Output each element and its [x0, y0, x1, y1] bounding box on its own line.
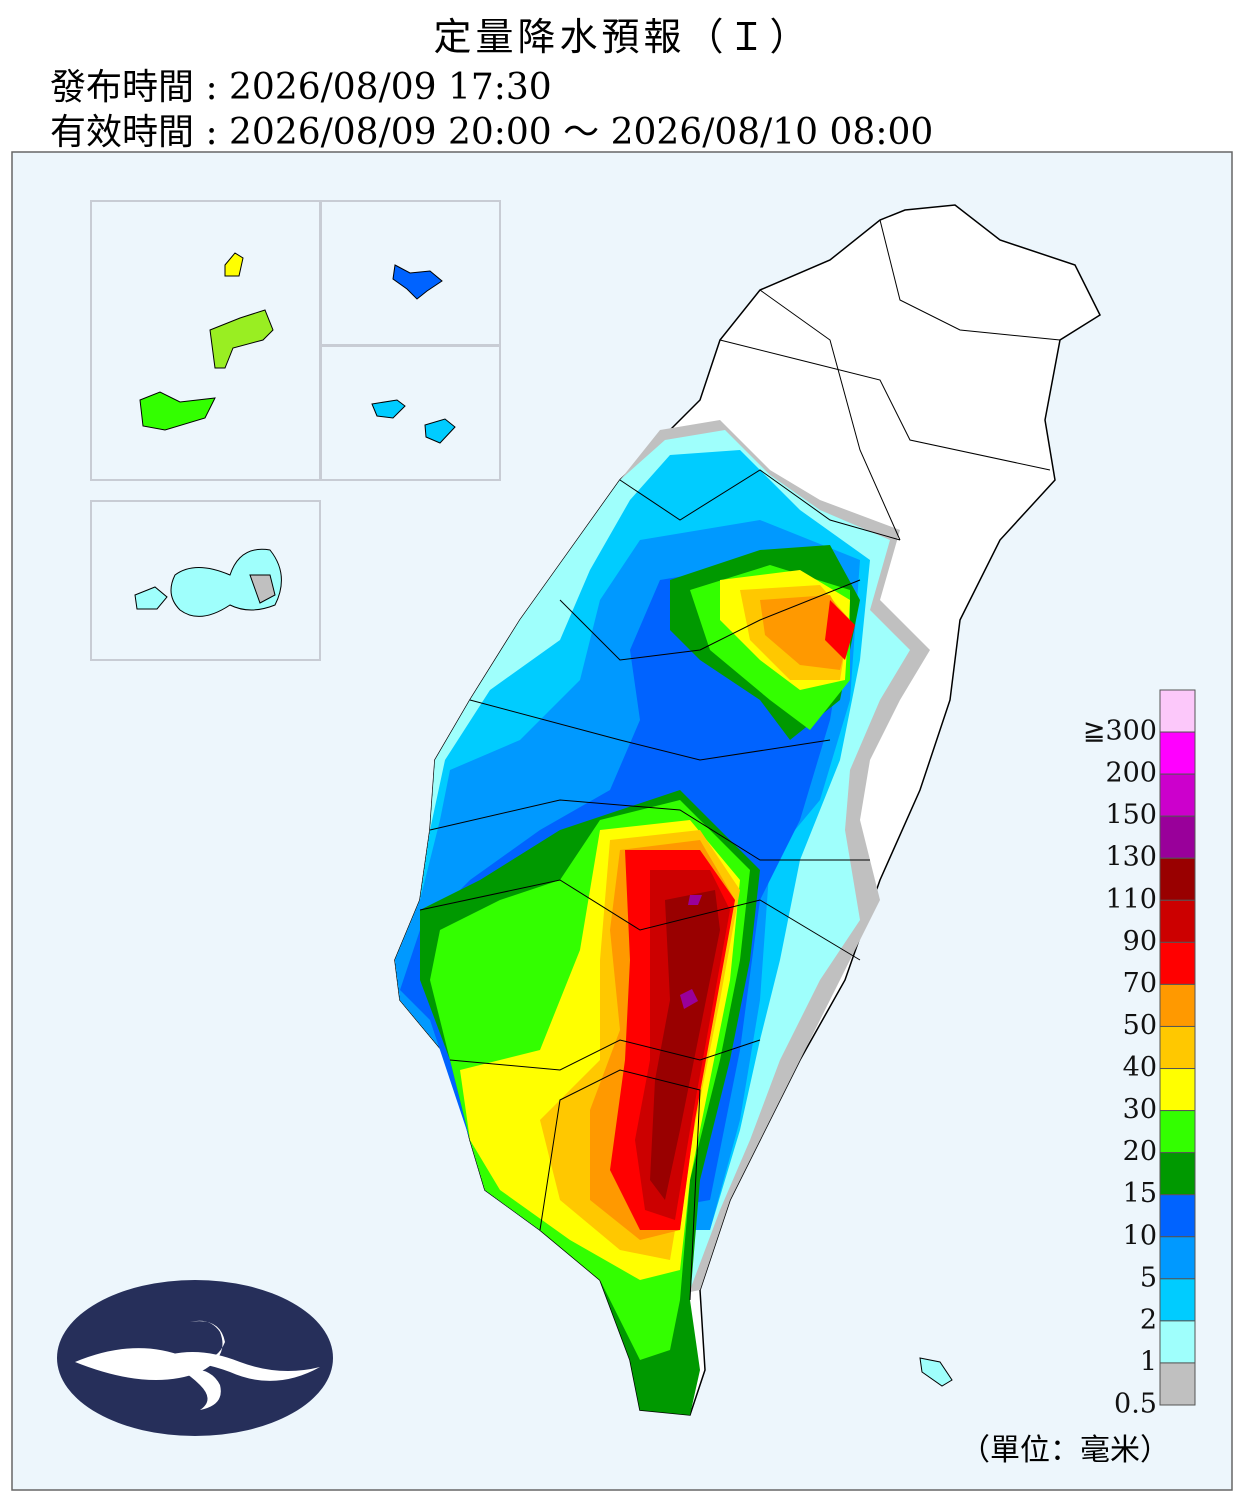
rainfall-areas: [395, 420, 930, 1415]
legend-swatch: [1159, 689, 1196, 733]
legend-label: 50: [1123, 1010, 1157, 1041]
legend-swatch: [1159, 1278, 1196, 1322]
legend-swatch: [1159, 1320, 1196, 1364]
legend-label: 0.5: [1114, 1389, 1157, 1420]
legend-label: 30: [1123, 1094, 1157, 1125]
legend: ≧300 200 150 130 110 90 70 50 40 30 20 15 10 5 2 1 0.5: [1083, 689, 1196, 1420]
unit-label: （單位：毫米）: [960, 1433, 1170, 1468]
legend-label: ≧300: [1083, 716, 1157, 747]
valid-time: 有效時間 : 2026/08/09 20:00 ～ 2026/08/10 08:…: [50, 112, 934, 153]
legend-swatch: [1159, 815, 1196, 859]
legend-label: 40: [1123, 1052, 1157, 1083]
inset-frames: [90, 200, 501, 661]
legend-swatch: [1159, 899, 1196, 943]
legend-swatch: [1159, 857, 1196, 901]
title: 定量降水預報（Ｉ）: [433, 15, 812, 59]
legend-label: 200: [1105, 758, 1157, 789]
legend-swatch: [1159, 1152, 1196, 1196]
legend-label: 70: [1123, 968, 1157, 999]
legend-swatch: [1159, 773, 1196, 817]
islands: [134, 252, 953, 1387]
legend-label: 130: [1105, 842, 1157, 873]
legend-swatch: [1159, 1362, 1196, 1406]
logo: [57, 1280, 333, 1436]
legend-swatch: [1159, 1236, 1196, 1280]
legend-swatch: [1159, 1025, 1196, 1070]
legend-swatch: [1159, 1110, 1196, 1154]
legend-label: 110: [1105, 884, 1157, 915]
legend-swatch: [1159, 941, 1196, 985]
legend-label: 150: [1105, 800, 1157, 831]
legend-swatch: [1159, 1068, 1196, 1112]
legend-label: 90: [1123, 926, 1157, 957]
legend-swatch: [1159, 1194, 1196, 1238]
legend-label: 10: [1123, 1220, 1157, 1251]
legend-label: 1: [1140, 1346, 1157, 1377]
legend-swatch: [1159, 983, 1196, 1027]
legend-label: 5: [1140, 1262, 1157, 1293]
legend-label: 20: [1123, 1136, 1157, 1167]
legend-label: 15: [1123, 1178, 1157, 1209]
issue-time: 發布時間 : 2026/08/09 17:30: [50, 67, 552, 108]
legend-swatch: [1159, 731, 1196, 775]
legend-label: 2: [1140, 1304, 1157, 1335]
county-borders: [419, 219, 1061, 1301]
